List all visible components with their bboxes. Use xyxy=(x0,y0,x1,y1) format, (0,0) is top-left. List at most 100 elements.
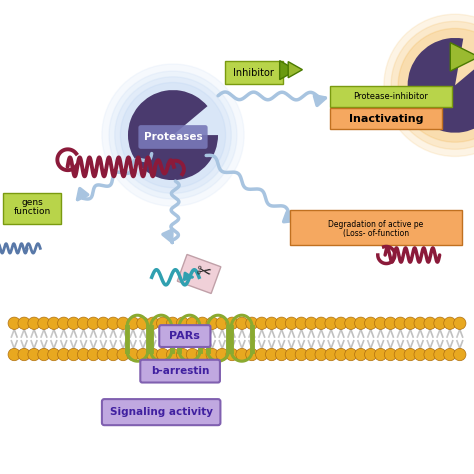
FancyBboxPatch shape xyxy=(3,193,61,224)
Circle shape xyxy=(255,317,268,329)
Circle shape xyxy=(414,317,426,329)
Circle shape xyxy=(77,348,90,361)
Circle shape xyxy=(196,317,209,329)
Circle shape xyxy=(137,348,149,361)
Text: (Loss- of-function: (Loss- of-function xyxy=(343,229,409,238)
Circle shape xyxy=(67,317,80,329)
Circle shape xyxy=(87,348,100,361)
Circle shape xyxy=(325,348,337,361)
Wedge shape xyxy=(408,38,474,133)
Circle shape xyxy=(365,317,377,329)
Circle shape xyxy=(18,348,30,361)
FancyBboxPatch shape xyxy=(159,325,210,347)
Circle shape xyxy=(414,348,426,361)
Circle shape xyxy=(315,348,328,361)
Circle shape xyxy=(295,317,308,329)
Circle shape xyxy=(166,317,179,329)
Circle shape xyxy=(8,348,20,361)
Text: Proteases: Proteases xyxy=(144,132,202,142)
Circle shape xyxy=(404,317,417,329)
Circle shape xyxy=(345,317,357,329)
Circle shape xyxy=(28,348,40,361)
Circle shape xyxy=(97,317,109,329)
Circle shape xyxy=(166,348,179,361)
FancyBboxPatch shape xyxy=(330,108,442,129)
Polygon shape xyxy=(288,62,302,78)
Circle shape xyxy=(444,348,456,361)
Circle shape xyxy=(216,317,228,329)
Circle shape xyxy=(117,348,129,361)
Circle shape xyxy=(424,348,436,361)
Text: function: function xyxy=(14,207,51,216)
Circle shape xyxy=(107,317,119,329)
Circle shape xyxy=(8,317,20,329)
FancyBboxPatch shape xyxy=(290,210,462,245)
Polygon shape xyxy=(280,61,296,80)
Circle shape xyxy=(176,317,189,329)
Circle shape xyxy=(265,317,278,329)
Circle shape xyxy=(355,348,367,361)
Circle shape xyxy=(374,317,387,329)
Text: Signaling activity: Signaling activity xyxy=(109,407,213,418)
FancyBboxPatch shape xyxy=(330,86,452,107)
Circle shape xyxy=(454,317,466,329)
Circle shape xyxy=(404,348,417,361)
Circle shape xyxy=(384,348,397,361)
Text: Inhibitor: Inhibitor xyxy=(233,67,274,78)
Circle shape xyxy=(186,348,199,361)
Circle shape xyxy=(384,14,474,156)
Circle shape xyxy=(156,317,169,329)
FancyBboxPatch shape xyxy=(225,61,283,84)
Text: b-arrestin: b-arrestin xyxy=(151,366,210,376)
Circle shape xyxy=(146,348,159,361)
Circle shape xyxy=(109,71,237,199)
Circle shape xyxy=(374,348,387,361)
Circle shape xyxy=(255,348,268,361)
Circle shape xyxy=(120,82,226,188)
Circle shape xyxy=(156,348,169,361)
Circle shape xyxy=(285,317,298,329)
Circle shape xyxy=(226,317,238,329)
Circle shape xyxy=(226,348,238,361)
Wedge shape xyxy=(128,90,218,180)
Circle shape xyxy=(398,28,474,142)
Circle shape xyxy=(391,21,474,149)
Polygon shape xyxy=(450,43,474,71)
Circle shape xyxy=(454,348,466,361)
Circle shape xyxy=(97,348,109,361)
Circle shape xyxy=(186,317,199,329)
Circle shape xyxy=(394,317,407,329)
Circle shape xyxy=(434,317,446,329)
Circle shape xyxy=(107,348,119,361)
Circle shape xyxy=(206,348,219,361)
FancyBboxPatch shape xyxy=(102,399,220,425)
Circle shape xyxy=(275,317,288,329)
Text: gens: gens xyxy=(21,199,43,207)
Circle shape xyxy=(176,348,189,361)
Circle shape xyxy=(236,317,248,329)
Circle shape xyxy=(315,317,328,329)
Circle shape xyxy=(146,317,159,329)
Polygon shape xyxy=(177,255,221,293)
Circle shape xyxy=(365,348,377,361)
Circle shape xyxy=(236,348,248,361)
Circle shape xyxy=(18,317,30,329)
Circle shape xyxy=(48,317,60,329)
FancyBboxPatch shape xyxy=(138,125,208,149)
Text: Degradation of active pe: Degradation of active pe xyxy=(328,220,423,228)
Circle shape xyxy=(48,348,60,361)
Circle shape xyxy=(335,348,347,361)
Circle shape xyxy=(216,348,228,361)
Circle shape xyxy=(38,317,50,329)
Circle shape xyxy=(345,348,357,361)
Circle shape xyxy=(117,317,129,329)
Circle shape xyxy=(394,348,407,361)
Text: PARs: PARs xyxy=(169,331,201,341)
Text: Protease-inhibitor: Protease-inhibitor xyxy=(354,92,428,100)
Circle shape xyxy=(38,348,50,361)
Circle shape xyxy=(335,317,347,329)
Circle shape xyxy=(246,348,258,361)
Text: Inactivating: Inactivating xyxy=(349,113,424,124)
Circle shape xyxy=(305,317,318,329)
Circle shape xyxy=(384,317,397,329)
